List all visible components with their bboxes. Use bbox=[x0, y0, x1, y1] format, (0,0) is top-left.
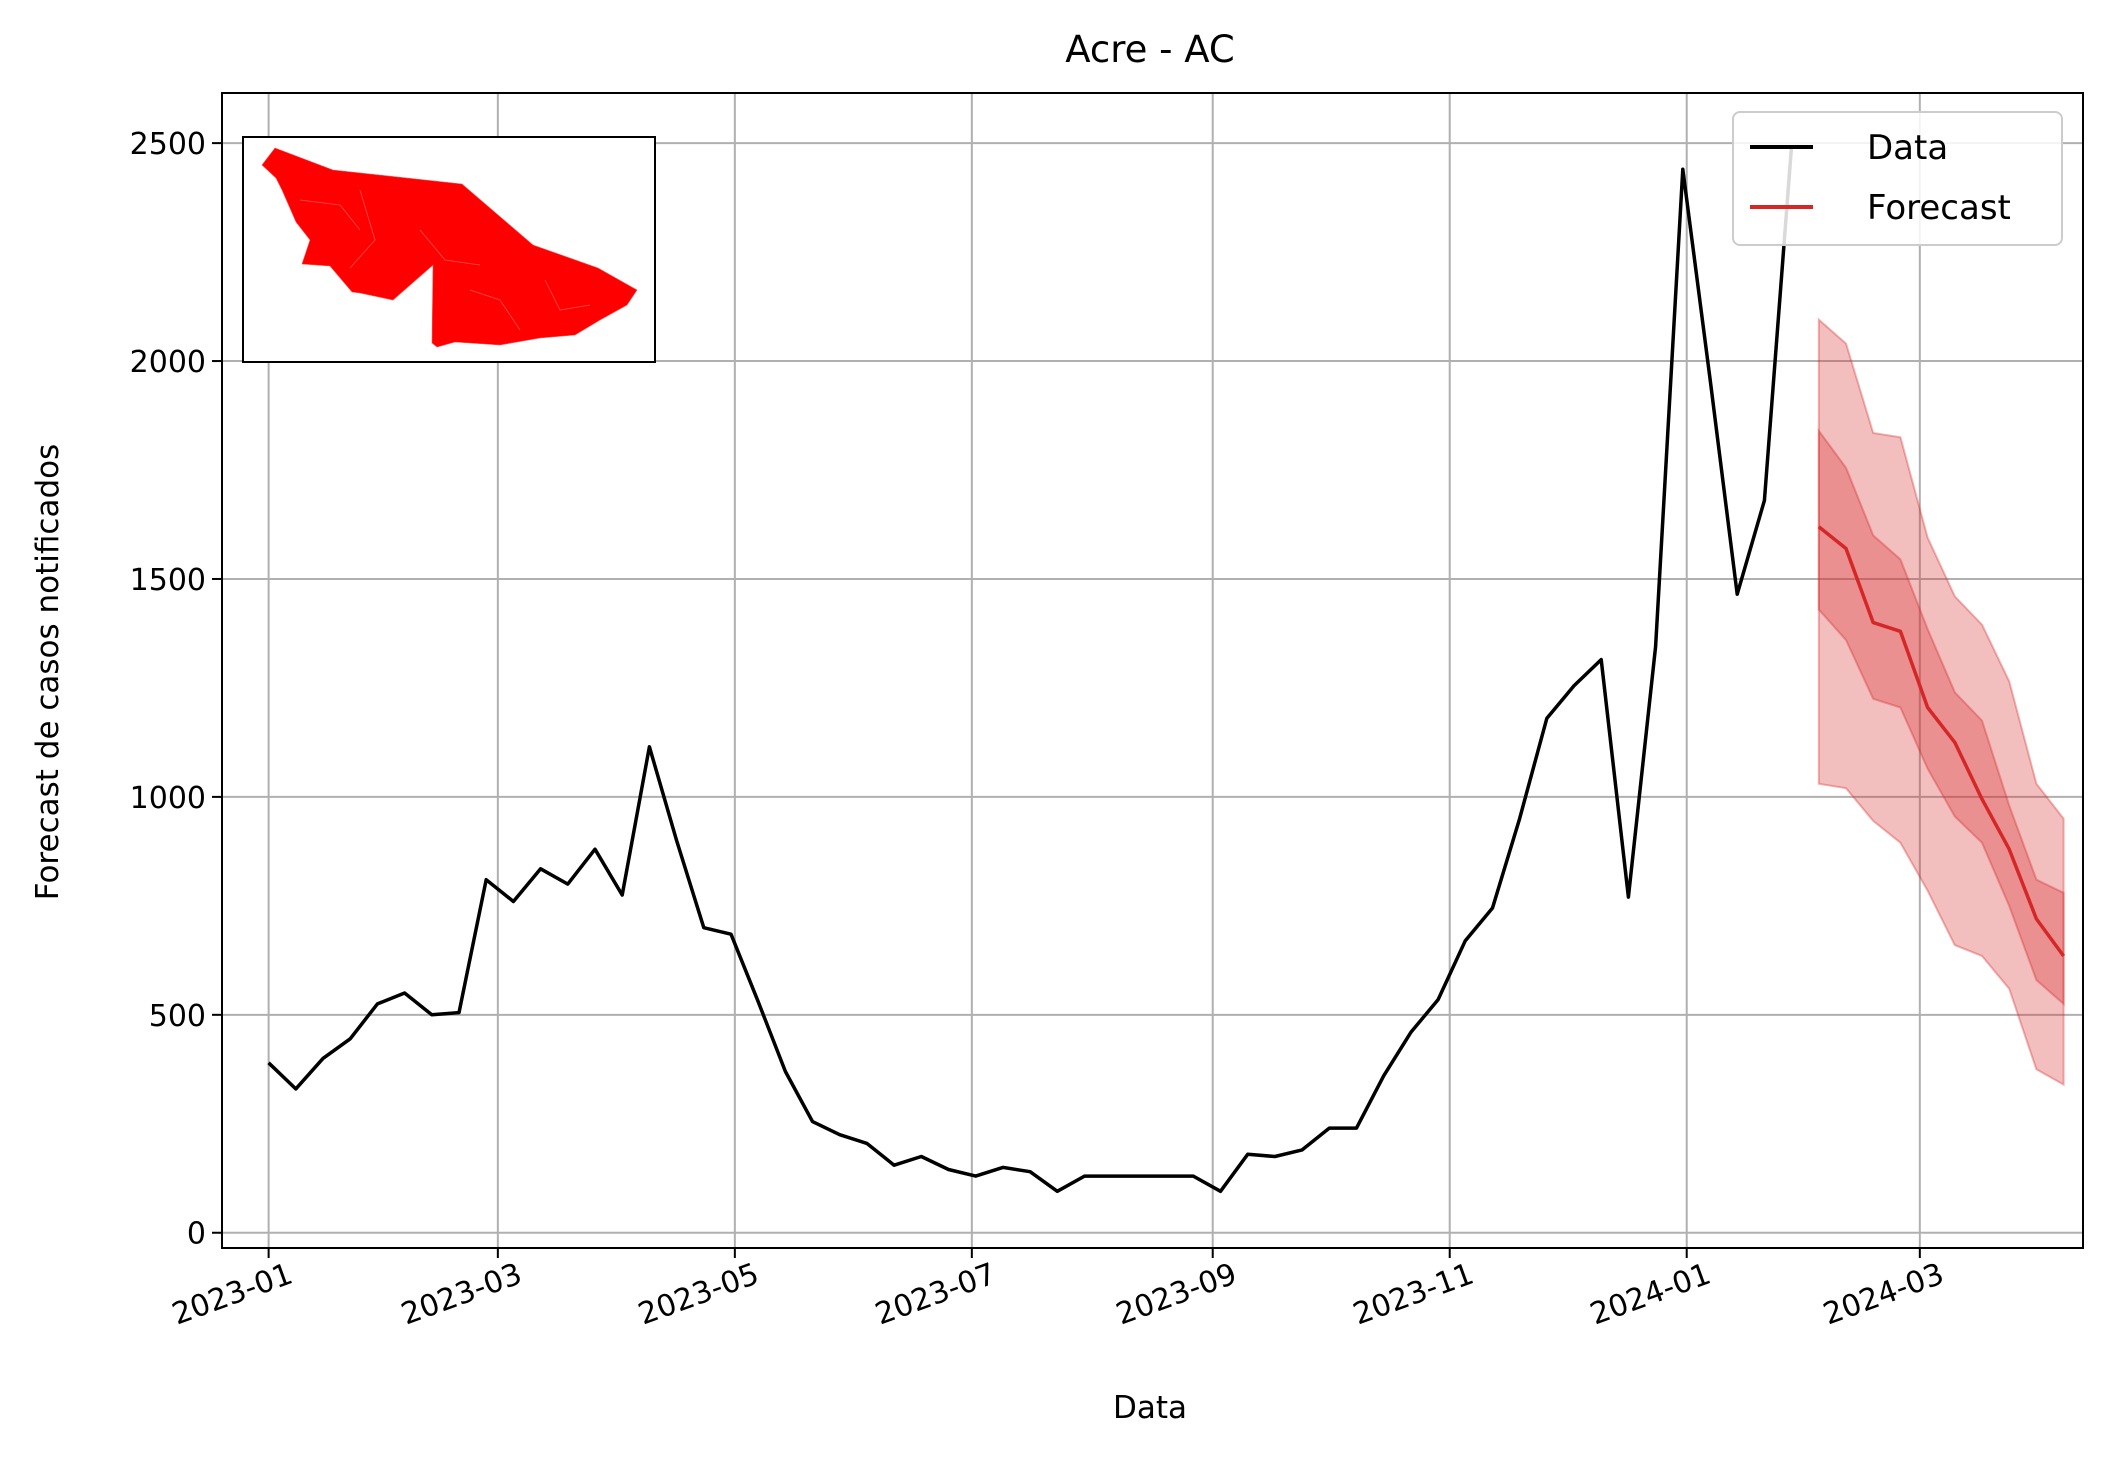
acre-municipal-borders bbox=[299, 189, 591, 331]
forecast-outer-band bbox=[1817, 317, 2065, 1087]
series-lines bbox=[267, 145, 2066, 1194]
acre-state-shape bbox=[261, 147, 638, 348]
y-axis-title: Forecast de casos notificados bbox=[30, 444, 66, 901]
y-tick-label: 0 bbox=[187, 1217, 206, 1252]
x-axis-title: Data bbox=[1113, 1390, 1187, 1426]
y-tick-label: 1000 bbox=[130, 781, 206, 816]
series-line-forecast bbox=[1817, 525, 2066, 958]
grid bbox=[222, 93, 2083, 1248]
legend-box bbox=[1732, 111, 2063, 246]
forecast-bands bbox=[1817, 317, 2065, 1087]
legend-label-forecast: Forecast bbox=[1867, 188, 2011, 228]
series-line-data bbox=[267, 145, 1794, 1194]
y-tick-label: 2500 bbox=[130, 127, 206, 162]
y-tick-label: 2000 bbox=[130, 345, 206, 380]
chart-title: Acre - AC bbox=[1065, 28, 1235, 71]
forecast-inner-band bbox=[1817, 427, 2065, 1007]
inset-map bbox=[242, 136, 656, 363]
legend: Data Forecast bbox=[1732, 111, 2063, 246]
legend-label-data: Data bbox=[1867, 128, 1948, 168]
y-tick-label: 500 bbox=[149, 999, 206, 1034]
y-tick-label: 1500 bbox=[130, 563, 206, 598]
plot-frame bbox=[221, 92, 2084, 1249]
